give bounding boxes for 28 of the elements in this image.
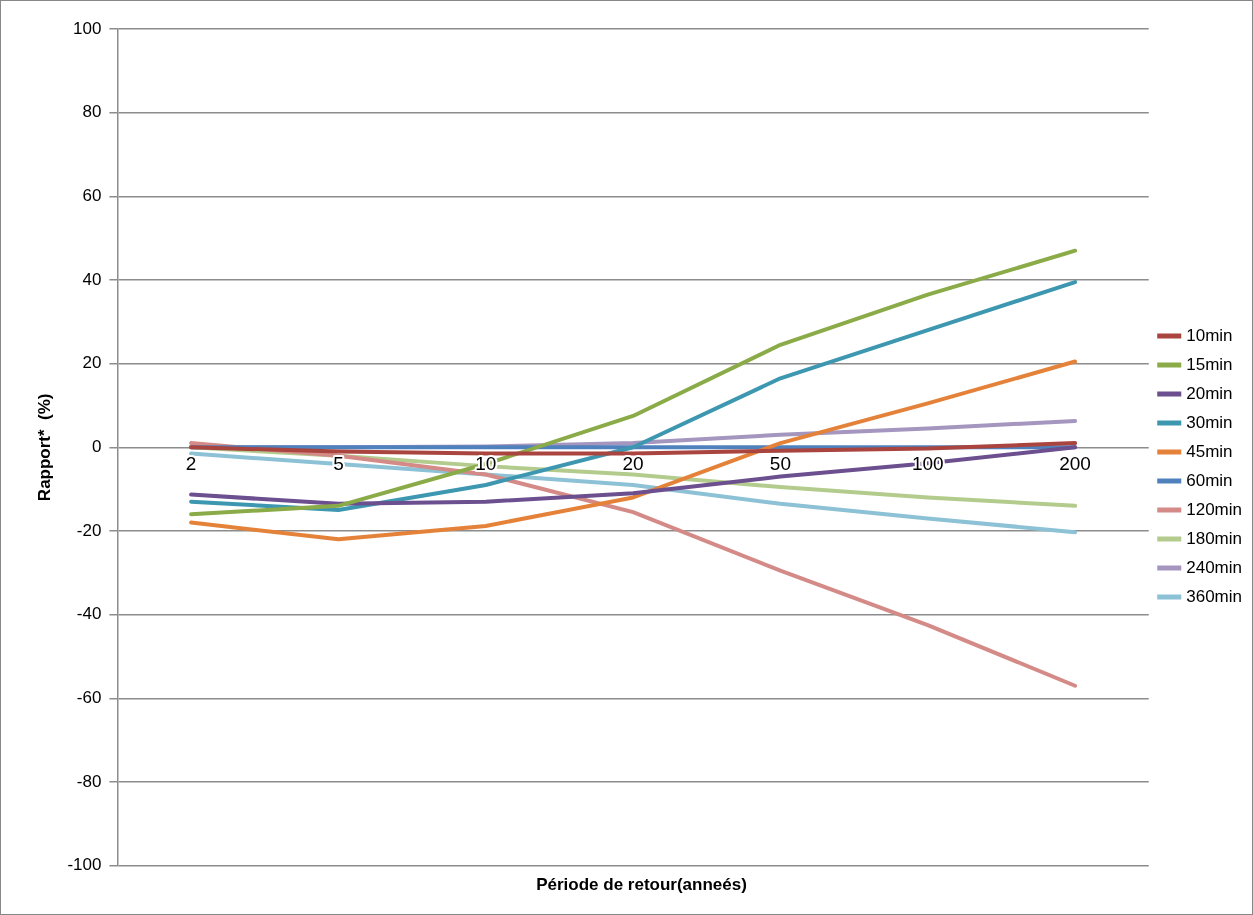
- y-tick-label: 0: [91, 436, 102, 456]
- x-tick-label: 2: [185, 453, 197, 475]
- x-tick-label: 50: [769, 453, 791, 475]
- legend-label: 60min: [1186, 470, 1233, 490]
- y-tick-label: 60: [82, 186, 102, 206]
- legend-label: 240min: [1186, 557, 1243, 577]
- y-tick-label: 20: [82, 353, 102, 373]
- x-tick-label: 200: [1059, 453, 1091, 475]
- y-tick-label: -80: [76, 771, 102, 791]
- legend-label: 30min: [1186, 412, 1233, 432]
- x-axis-title: Période de retour(anneés): [536, 875, 747, 895]
- y-tick-label: -40: [76, 604, 102, 624]
- x-tick-label: 5: [333, 453, 344, 475]
- y-tick-label: 40: [82, 269, 102, 289]
- legend-label: 360min: [1186, 586, 1243, 606]
- y-tick-label: 100: [73, 18, 102, 38]
- legend-label: 180min: [1186, 528, 1243, 548]
- y-tick-label: -20: [76, 520, 102, 540]
- x-tick-label: 20: [622, 453, 644, 475]
- y-tick-label: 80: [82, 102, 102, 122]
- y-tick-label: -100: [67, 855, 102, 875]
- legend-label: 45min: [1186, 441, 1233, 461]
- y-tick-label: -60: [76, 687, 102, 707]
- y-axis-title: Rapport* (%): [34, 393, 54, 502]
- legend-label: 10min: [1186, 325, 1233, 345]
- legend-label: 15min: [1186, 354, 1233, 374]
- legend-label: 20min: [1186, 383, 1233, 403]
- legend-label: 120min: [1186, 499, 1243, 519]
